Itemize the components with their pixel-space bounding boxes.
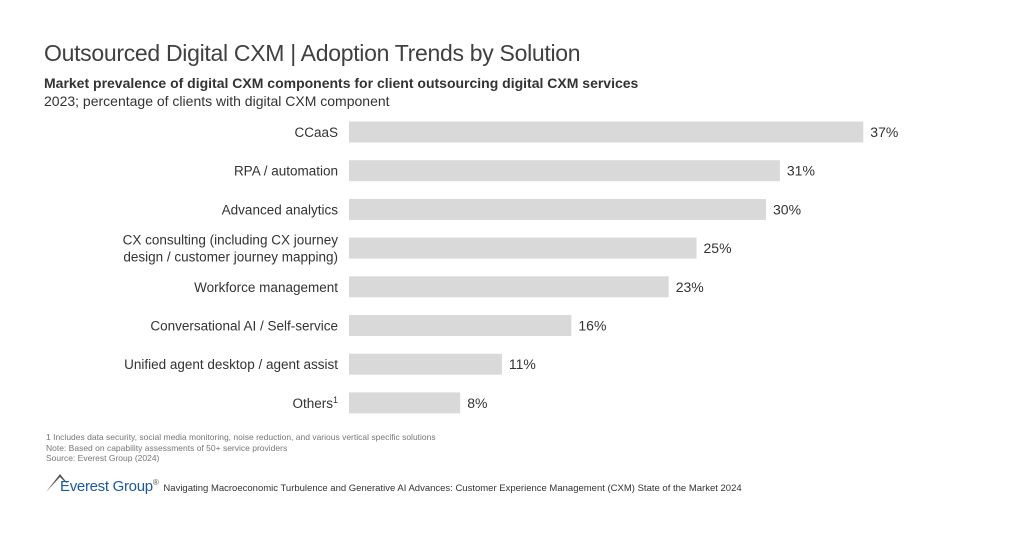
category-label: Conversational AI / Self-service	[150, 319, 338, 334]
everest-group-logo: Everest Group®	[60, 474, 159, 496]
category-label: Workforce management	[194, 280, 338, 295]
bar	[349, 353, 502, 375]
data-label: 16%	[578, 318, 606, 334]
category-label: Unified agent desktop / agent assist	[124, 357, 338, 372]
chart-description: 2023; percentage of clients with digital…	[44, 93, 390, 109]
note: Note: Based on capability assessments of…	[46, 442, 288, 453]
data-label: 11%	[509, 356, 536, 372]
bar	[349, 315, 572, 336]
data-label: 31%	[787, 163, 815, 179]
everest-mountain-icon	[46, 474, 68, 492]
footnotes: 1 Includes data security, social media m…	[46, 432, 436, 464]
data-label: 30%	[773, 201, 801, 217]
page-title: Outsourced Digital CXM | Adoption Trends…	[44, 40, 581, 66]
footnote-marker: 1	[333, 395, 338, 405]
data-label: 8%	[467, 395, 487, 411]
chart-subtitle: Market prevalence of digital CXM compone…	[44, 75, 639, 91]
source: Source: Everest Group (2024)	[46, 453, 160, 463]
bar	[349, 237, 697, 259]
bar	[349, 121, 864, 143]
bar	[349, 276, 669, 298]
footer: Everest Group® Navigating Macroeconomic …	[46, 468, 742, 496]
category-label: CX consulting (including CX journey	[123, 233, 339, 248]
data-label: 23%	[676, 279, 704, 295]
category-label: Advanced analytics	[222, 202, 339, 217]
data-label: 25%	[704, 240, 732, 256]
category-label: design / customer journey mapping)	[123, 250, 338, 265]
report-title: Navigating Macroeconomic Turbulence and …	[163, 483, 742, 494]
data-label: 37%	[870, 124, 898, 140]
logo-text: Everest Group	[60, 478, 153, 495]
bar	[349, 160, 780, 182]
bar	[349, 392, 461, 414]
footnote-1: 1 Includes data security, social media m…	[46, 432, 436, 442]
category-label: Others1	[292, 395, 338, 411]
bar	[349, 198, 766, 220]
registered-mark: ®	[152, 478, 159, 487]
category-label: CCaaS	[294, 125, 338, 140]
category-label: RPA / automation	[234, 164, 338, 179]
